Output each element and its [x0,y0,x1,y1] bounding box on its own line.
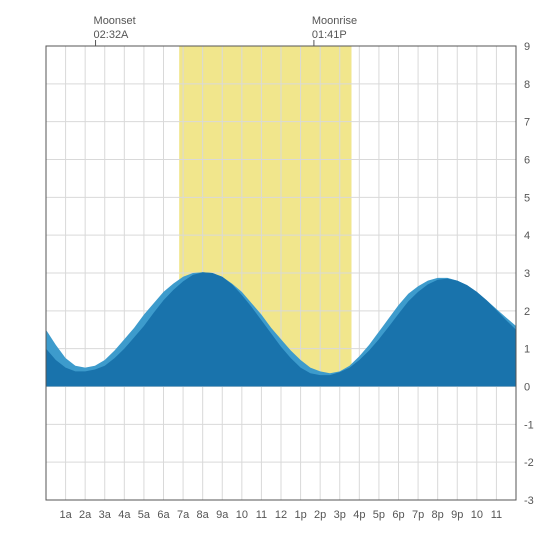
svg-text:11: 11 [256,509,267,521]
svg-text:5a: 5a [138,509,151,521]
chart-svg: -3-2-101234567891a2a3a4a5a6a7a8a9a101112… [10,10,540,540]
svg-text:10: 10 [236,509,248,521]
svg-text:8p: 8p [432,509,444,521]
svg-text:6p: 6p [392,509,404,521]
svg-text:5p: 5p [373,509,385,521]
svg-text:3: 3 [524,268,530,280]
svg-text:2a: 2a [79,509,92,521]
svg-text:9p: 9p [451,509,463,521]
svg-text:7p: 7p [412,509,424,521]
tide-chart: -3-2-101234567891a2a3a4a5a6a7a8a9a101112… [10,10,540,540]
svg-text:2: 2 [524,306,530,318]
svg-text:12: 12 [275,509,287,521]
svg-text:10: 10 [471,509,483,521]
svg-text:9: 9 [524,41,530,53]
moonset-label: Moonset 02:32A [94,14,136,43]
moonset-time: 02:32A [94,29,129,41]
svg-text:2p: 2p [314,509,326,521]
svg-text:7: 7 [524,117,530,129]
svg-text:8: 8 [524,79,530,91]
svg-text:5: 5 [524,192,530,204]
svg-text:4a: 4a [118,509,131,521]
svg-text:1p: 1p [294,509,306,521]
svg-text:-2: -2 [524,457,534,469]
svg-text:3p: 3p [334,509,346,521]
svg-text:-3: -3 [524,495,534,507]
svg-text:9a: 9a [216,509,229,521]
svg-text:6a: 6a [157,509,170,521]
svg-text:1a: 1a [59,509,72,521]
svg-text:0: 0 [524,382,530,394]
svg-text:8a: 8a [197,509,210,521]
moonset-title: Moonset [94,15,136,27]
svg-text:4p: 4p [353,509,365,521]
moonrise-label: Moonrise 01:41P [312,14,357,43]
moonrise-time: 01:41P [312,29,347,41]
moonrise-title: Moonrise [312,15,357,27]
svg-text:1: 1 [524,344,530,356]
svg-text:3a: 3a [99,509,112,521]
svg-text:7a: 7a [177,509,190,521]
svg-text:11: 11 [491,509,502,521]
svg-text:4: 4 [524,230,530,242]
svg-text:-1: -1 [524,419,534,431]
svg-text:6: 6 [524,155,530,167]
